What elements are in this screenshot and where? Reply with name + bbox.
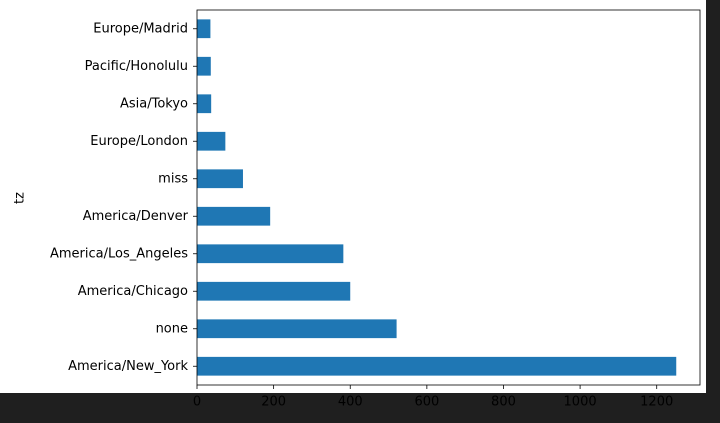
y-tick-label: none [156,321,188,336]
bar [197,19,211,39]
x-tick-label: 400 [338,395,363,410]
y-tick-label: America/Chicago [78,284,188,299]
bar [197,206,271,226]
x-tick-label: 1000 [564,395,597,410]
y-tick-label: America/Los_Angeles [50,246,188,261]
bar [197,319,397,339]
y-tick-label: miss [158,171,188,186]
x-tick-label: 1200 [640,395,673,410]
x-tick-label: 600 [414,395,439,410]
bar [197,94,212,114]
bar [197,244,344,264]
x-tick-label: 800 [491,395,516,410]
y-tick-label: America/New_York [68,359,188,374]
y-tick-label: Asia/Tokyo [120,96,188,111]
axes-frame [196,9,701,386]
bar [197,56,211,76]
bar [197,169,243,189]
y-tick-label: Europe/London [90,134,188,149]
y-tick-label: America/Denver [83,209,189,224]
x-tick-label: 0 [193,395,201,410]
y-tick-label: Pacific/Honolulu [85,59,188,74]
y-tick-label: Europe/Madrid [93,21,188,36]
bar [197,131,226,151]
bar [197,281,351,301]
bar [197,356,677,376]
x-tick-label: 200 [261,395,286,410]
y-axis-label: tz [13,192,28,204]
